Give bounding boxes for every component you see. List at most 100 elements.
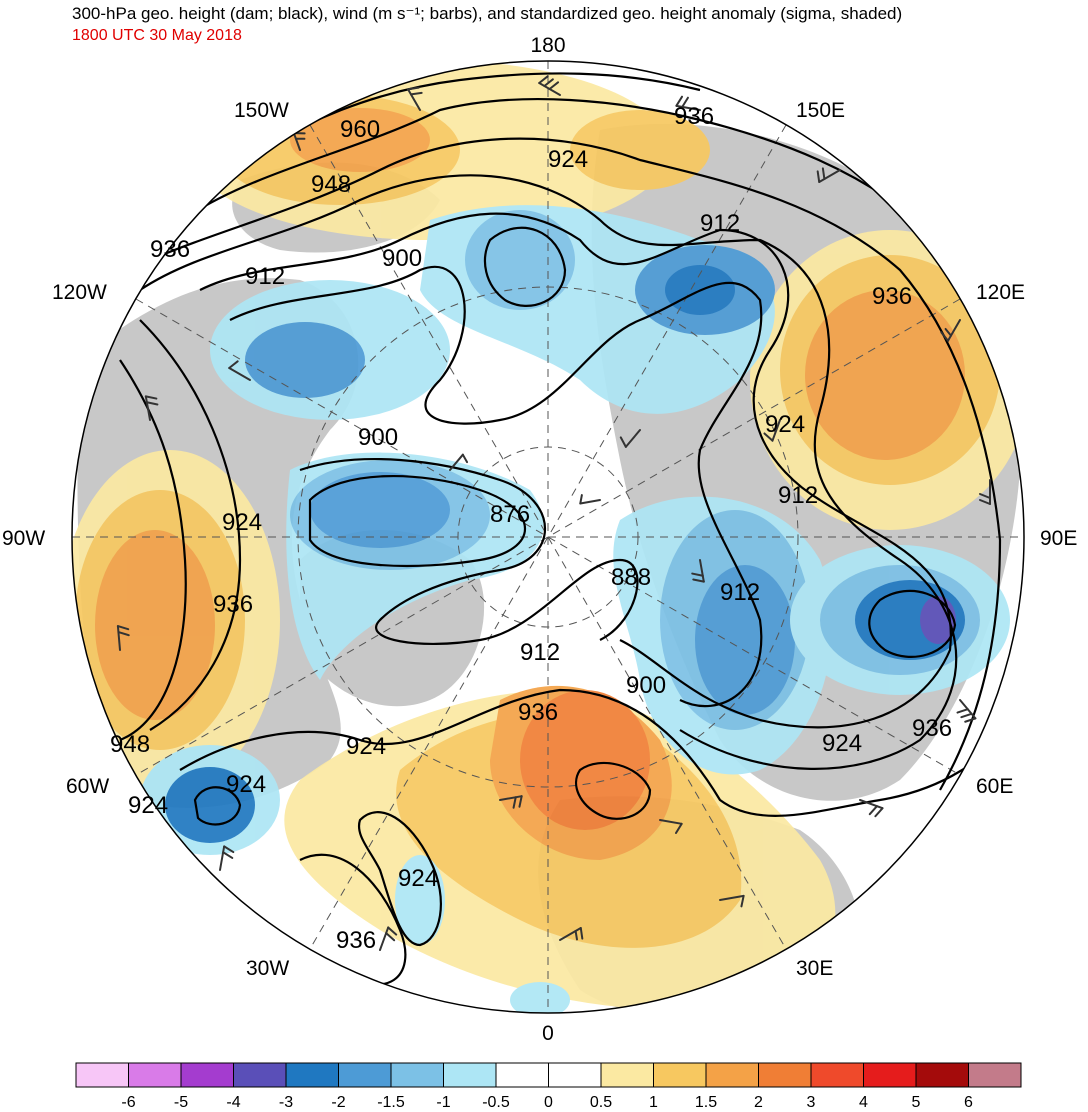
legend-tick-label: -1.5 (377, 1094, 405, 1111)
wind-barbs (116, 75, 991, 951)
color-legend-ticks: -6 -5 -4 -3 -2 -1.5 -1 -0.5 0 0.5 1 1.5 2 3 4 5 6 (121, 1094, 973, 1111)
legend-tick-label: -6 (121, 1094, 135, 1111)
legend-tick-label: 2 (754, 1094, 763, 1111)
contour-label: 936 (213, 591, 253, 618)
lon-label-90w: 90W (2, 527, 45, 550)
contour-912 (199, 212, 952, 729)
contour-label: 912 (700, 210, 740, 237)
contour-low-east-siberian (483, 226, 567, 307)
contour-label: 936 (336, 927, 376, 954)
contour-label: 924 (226, 771, 266, 798)
contour-948-south (119, 359, 187, 742)
contour-label: 936 (518, 699, 558, 726)
contour-948 (189, 98, 931, 231)
contour-label: 948 (311, 171, 351, 198)
legend-tick-label: 1 (649, 1094, 658, 1111)
legend-tick-label: 0.5 (590, 1094, 612, 1111)
legend-swatch (390, 1062, 444, 1088)
contour-labels: 960 948 936 924 912 900 888 876 912 924 … (110, 103, 952, 954)
lon-label-60e: 60E (976, 775, 1013, 798)
contour-900 (229, 265, 763, 708)
legend-swatch (128, 1062, 182, 1088)
contour-936-north (149, 137, 1002, 791)
contour-low-labrador (193, 786, 242, 826)
legend-tick-label: -4 (226, 1094, 240, 1111)
map-disk (72, 61, 1024, 1013)
chart-title: 300-hPa geo. height (dam; black), wind (… (72, 4, 903, 23)
contour-label: 924 (128, 792, 168, 819)
longitude-labels: 180 150E 120E 90E 60E 30E 0 30W 60W 90W … (2, 34, 1077, 1045)
lon-label-30e: 30E (796, 957, 833, 980)
contour-924-ridge (357, 811, 442, 947)
contour-label: 888 (611, 564, 651, 591)
legend-swatch (180, 1062, 234, 1088)
legend-tick-label: 0 (544, 1094, 553, 1111)
legend-swatch (705, 1062, 759, 1088)
contour-label: 960 (340, 116, 380, 143)
legend-tick-label: -0.5 (482, 1094, 510, 1111)
contour-888 (299, 458, 639, 645)
contour-label: 912 (778, 482, 818, 509)
legend-tick-label: -3 (279, 1094, 293, 1111)
lon-label-180: 180 (530, 34, 565, 57)
legend-swatch (863, 1062, 917, 1088)
legend-tick-label: 3 (807, 1094, 816, 1111)
lon-label-60w: 60W (66, 775, 109, 798)
legend-swatch (810, 1062, 864, 1088)
legend-tick-label: -5 (174, 1094, 188, 1111)
contour-label: 924 (548, 146, 588, 173)
valid-time: 1800 UTC 30 May 2018 (72, 27, 242, 44)
lon-label-150w: 150W (234, 99, 289, 122)
legend-tick-label: 5 (912, 1094, 921, 1111)
contour-label: 936 (872, 283, 912, 310)
contour-label: 936 (150, 236, 190, 263)
legend-swatch (758, 1062, 812, 1088)
legend-swatch (233, 1062, 287, 1088)
legend-swatch (285, 1062, 339, 1088)
contour-label: 900 (358, 424, 398, 451)
contour-label: 876 (490, 501, 530, 528)
graticule (72, 61, 1024, 1013)
contour-936-south (139, 319, 242, 731)
color-legend-swatches (75, 1062, 1022, 1088)
lon-label-120e: 120E (976, 281, 1025, 304)
contour-924-north (139, 174, 958, 770)
legend-tick-label: 4 (859, 1094, 868, 1111)
legend-swatch (600, 1062, 654, 1088)
contour-label: 948 (110, 731, 150, 758)
legend-tick-label: -2 (331, 1094, 345, 1111)
map-boundary (71, 60, 1025, 1014)
legend-tick-label: 1.5 (695, 1094, 717, 1111)
contour-label: 924 (822, 730, 862, 757)
legend-swatch (338, 1062, 392, 1088)
contour-label: 924 (346, 733, 386, 760)
legend-swatch (653, 1062, 707, 1088)
contour-label: 924 (222, 509, 262, 536)
lon-label-150e: 150E (796, 99, 845, 122)
contour-label: 924 (398, 865, 438, 892)
lon-label-120w: 120W (52, 281, 107, 304)
lon-label-30w: 30W (246, 957, 289, 980)
lon-label-90e: 90E (1040, 527, 1077, 550)
legend-swatch (75, 1062, 129, 1088)
contour-label: 900 (382, 245, 422, 272)
contour-label: 912 (720, 579, 760, 606)
legend-swatch (915, 1062, 969, 1088)
contour-label: 900 (626, 672, 666, 699)
legend-tick-label: 6 (964, 1094, 973, 1111)
contour-label: 924 (765, 411, 805, 438)
contour-label: 912 (520, 639, 560, 666)
contour-scandinavia-high (574, 761, 652, 820)
lon-label-0: 0 (542, 1022, 554, 1045)
legend-swatch (548, 1062, 602, 1088)
legend-swatch (968, 1062, 1022, 1088)
contour-label: 912 (245, 263, 285, 290)
height-contours (119, 72, 1011, 986)
legend-swatch (495, 1062, 549, 1088)
contour-label: 936 (674, 103, 714, 130)
legend-swatch (443, 1062, 497, 1088)
polar-map: 180 150E 120E 90E 60E 30E 0 30W 60W 90W … (2, 34, 1077, 1045)
contour-low-central-siberia (868, 589, 957, 658)
contour-924-south (179, 688, 1011, 817)
legend-tick-label: -1 (436, 1094, 450, 1111)
